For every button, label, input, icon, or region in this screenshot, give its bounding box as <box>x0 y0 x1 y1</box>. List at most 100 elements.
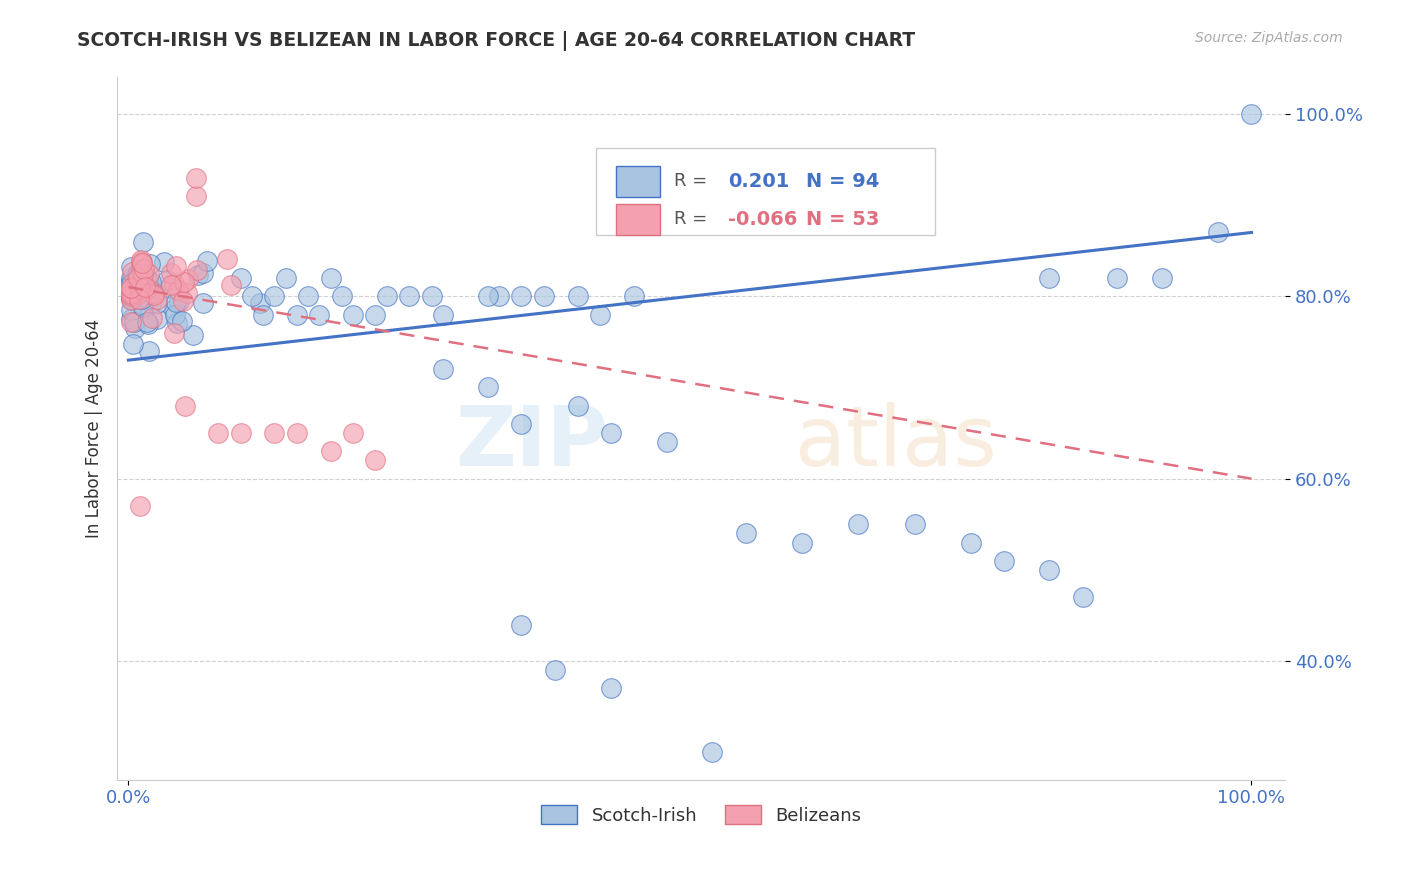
Text: ZIP: ZIP <box>456 402 607 483</box>
Point <box>792 535 814 549</box>
Text: -0.066: -0.066 <box>728 210 797 228</box>
Point <box>173 399 195 413</box>
Point <box>285 426 308 441</box>
Point <box>165 259 187 273</box>
Point <box>533 289 555 303</box>
Point <box>420 289 443 303</box>
Point <box>159 280 181 294</box>
Point <box>146 296 169 310</box>
Point <box>132 262 155 277</box>
Point <box>166 317 188 331</box>
Point <box>488 289 510 303</box>
Point <box>127 270 149 285</box>
Point <box>364 308 387 322</box>
Point <box>263 426 285 441</box>
Point <box>122 315 145 329</box>
Point <box>170 314 193 328</box>
Point <box>274 271 297 285</box>
Point <box>129 255 152 269</box>
Point <box>167 294 190 309</box>
Point <box>120 292 142 306</box>
Point <box>1038 271 1060 285</box>
Point <box>219 278 242 293</box>
Point <box>124 279 146 293</box>
Point <box>702 745 724 759</box>
Bar <box>616 204 661 235</box>
Point <box>432 308 454 322</box>
Point <box>510 617 533 632</box>
Point <box>163 302 186 317</box>
Point <box>131 297 153 311</box>
Point <box>176 285 198 300</box>
Point <box>285 308 308 322</box>
Point <box>993 554 1015 568</box>
Point <box>240 289 263 303</box>
Point <box>131 235 153 249</box>
Text: Source: ZipAtlas.com: Source: ZipAtlas.com <box>1195 31 1343 45</box>
Point <box>319 444 342 458</box>
Point <box>1206 226 1229 240</box>
Bar <box>616 166 661 197</box>
Point <box>120 281 142 295</box>
Point <box>138 268 160 282</box>
Point <box>128 292 150 306</box>
Point <box>477 380 499 394</box>
Text: N = 94: N = 94 <box>806 172 880 191</box>
Point <box>120 285 142 299</box>
Point <box>510 289 533 303</box>
Point <box>120 315 142 329</box>
Point <box>959 535 981 549</box>
Point <box>128 277 150 291</box>
Point <box>156 272 179 286</box>
Point <box>159 277 181 292</box>
Point <box>477 289 499 303</box>
Point <box>1240 107 1263 121</box>
Point <box>138 344 160 359</box>
Point <box>125 268 148 282</box>
Point <box>125 273 148 287</box>
Point <box>600 681 623 696</box>
Point <box>160 266 183 280</box>
Point <box>184 189 207 203</box>
Point <box>136 317 159 331</box>
Point <box>215 252 238 267</box>
Point <box>191 295 214 310</box>
Point <box>131 292 153 306</box>
Point <box>131 267 153 281</box>
Point <box>129 262 152 277</box>
Point <box>127 287 149 301</box>
Point <box>163 277 186 291</box>
Point <box>127 293 149 307</box>
Point <box>146 312 169 326</box>
Point <box>121 287 143 301</box>
Text: SCOTCH-IRISH VS BELIZEAN IN LABOR FORCE | AGE 20-64 CORRELATION CHART: SCOTCH-IRISH VS BELIZEAN IN LABOR FORCE … <box>77 31 915 51</box>
Point <box>297 289 319 303</box>
Point <box>131 256 153 270</box>
Text: R =: R = <box>675 211 713 228</box>
Point <box>1150 271 1173 285</box>
Point <box>134 283 156 297</box>
Point <box>375 289 398 303</box>
Point <box>120 311 142 326</box>
Point <box>136 281 159 295</box>
Point <box>229 271 252 285</box>
Point <box>342 426 364 441</box>
Point <box>120 260 142 274</box>
Point <box>252 308 274 322</box>
Point <box>120 303 142 318</box>
Point <box>342 308 364 322</box>
Point <box>195 253 218 268</box>
Point <box>364 453 387 467</box>
Point <box>142 285 165 300</box>
Point <box>249 295 271 310</box>
Point <box>229 426 252 441</box>
Point <box>567 289 589 303</box>
Point <box>139 275 162 289</box>
Point <box>121 265 143 279</box>
Point <box>139 296 162 310</box>
Point <box>131 255 153 269</box>
Point <box>263 289 285 303</box>
Point <box>186 263 208 277</box>
Text: N = 53: N = 53 <box>806 210 880 228</box>
Point <box>319 271 342 285</box>
